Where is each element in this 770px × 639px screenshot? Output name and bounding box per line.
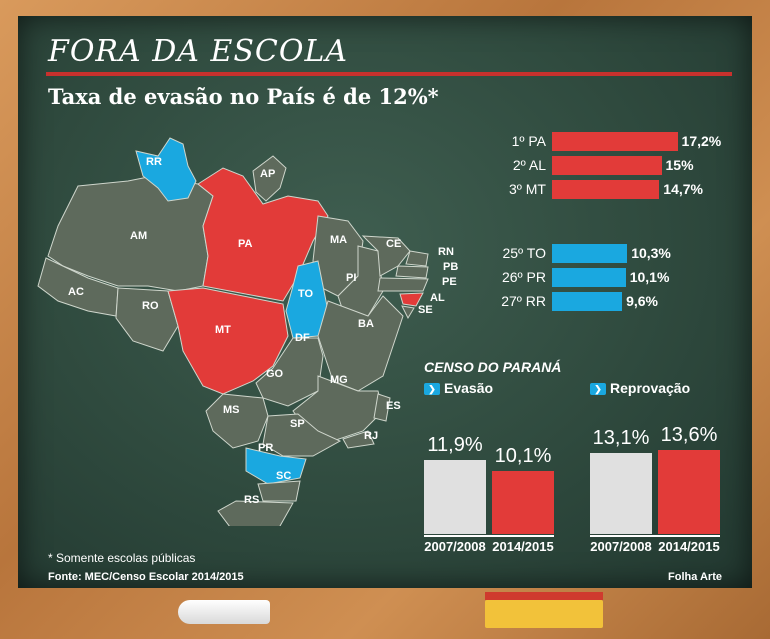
legend-reprovacao-label: Reprovação	[610, 380, 691, 396]
state-rj	[342, 430, 375, 449]
map-label-rs: RS	[244, 494, 260, 506]
state-ro	[115, 287, 179, 352]
rank-label: 25º TO	[502, 245, 546, 261]
rank-value: 14,7%	[663, 181, 703, 197]
rank-value: 9,6%	[626, 293, 658, 309]
map-label-ac: AC	[68, 286, 84, 298]
state-rs	[217, 500, 294, 526]
map-label-ms: MS	[223, 404, 240, 416]
state-se	[401, 305, 415, 320]
censo-year: 2014/2015	[492, 539, 554, 554]
rank-bar	[552, 132, 678, 151]
map-label-pe: PE	[442, 276, 457, 288]
map-label-pi: PI	[346, 272, 357, 284]
rank-bar	[552, 292, 623, 311]
map-label-ap: AP	[260, 168, 276, 180]
footnote: * Somente escolas públicas	[48, 551, 196, 565]
censo-value: 10,1%	[494, 445, 552, 468]
map-label-df: DF	[295, 332, 310, 344]
chalkboard: FORA DA ESCOLA Taxa de evasão no País é …	[18, 16, 752, 588]
rank-bar	[552, 268, 626, 287]
map-label-ma: MA	[330, 234, 348, 246]
rank-label: 27º RR	[501, 293, 546, 309]
map-label-rj: RJ	[364, 430, 379, 442]
rank-value: 17,2%	[681, 133, 722, 149]
map-label-sc: SC	[276, 470, 292, 482]
chalk-stick	[178, 600, 270, 624]
map-label-rr: RR	[146, 156, 162, 168]
censo-bar	[658, 449, 720, 534]
map-label-am: AM	[130, 230, 148, 242]
rank-value: 10,1%	[629, 269, 670, 285]
chevron-right-icon: ❯	[590, 383, 606, 396]
rank-bar	[552, 244, 628, 263]
censo-year: 2007/2008	[590, 539, 652, 554]
map-label-es: ES	[386, 400, 401, 412]
rank-value: 15%	[665, 157, 694, 173]
censo-value: 11,9%	[427, 434, 483, 457]
map-label-pr: PR	[258, 442, 274, 454]
censo-bar	[492, 471, 554, 534]
map-label-to: TO	[298, 288, 314, 300]
map-label-ce: CE	[386, 238, 402, 250]
state-pr	[245, 447, 307, 485]
rank-value: 10,3%	[631, 245, 671, 261]
map-label-mt: MT	[215, 324, 231, 336]
eraser	[485, 592, 603, 628]
state-mt	[167, 287, 289, 395]
state-rr	[135, 137, 197, 202]
map-label-rn: RN	[438, 246, 454, 258]
state-ms	[205, 393, 269, 449]
censo-baseline	[424, 535, 554, 537]
map-label-al: AL	[430, 292, 445, 304]
censo-bar	[424, 460, 486, 534]
source: Fonte: MEC/Censo Escolar 2014/2015	[48, 571, 244, 583]
state-rn	[405, 250, 429, 267]
state-pb	[395, 265, 429, 279]
credit: Folha Arte	[668, 571, 722, 583]
state-es	[373, 393, 391, 422]
title-underline	[46, 72, 732, 76]
rank-label: 1º PA	[511, 133, 546, 149]
rank-bar	[552, 180, 660, 199]
state-pa	[197, 167, 329, 302]
state-ac	[37, 257, 119, 317]
map-label-pa: PA	[238, 238, 253, 250]
map-label-se: SE	[418, 304, 433, 316]
state-sc	[257, 480, 301, 502]
map-label-ba: BA	[358, 318, 374, 330]
brazil-map	[37, 137, 429, 526]
state-sp	[262, 413, 342, 457]
state-ba	[317, 295, 404, 392]
map-label-sp: SP	[290, 418, 305, 430]
censo-bar	[590, 452, 652, 534]
censo-baseline	[590, 535, 720, 537]
legend-evasao: ❯ Evasão	[424, 380, 493, 396]
map-label-ro: RO	[142, 300, 159, 312]
rank-label: 26º PR	[501, 269, 546, 285]
legend-reprovacao: ❯ Reprovação	[590, 380, 690, 396]
map-label-pb: PB	[443, 261, 459, 273]
censo-year: 2014/2015	[658, 539, 720, 554]
rank-bar	[552, 156, 662, 175]
censo-value: 13,6%	[660, 423, 718, 446]
page-subtitle: Taxa de evasão no País é de 12%*	[48, 84, 439, 109]
censo-value: 13,1%	[592, 426, 650, 449]
censo-title: CENSO DO PARANÁ	[424, 359, 562, 375]
eraser-top	[485, 592, 603, 600]
state-pe	[377, 277, 429, 292]
map-label-mg: MG	[330, 374, 348, 386]
state-al	[399, 292, 424, 307]
rank-label: 2º AL	[512, 157, 546, 173]
chevron-right-icon: ❯	[424, 383, 440, 396]
censo-year: 2007/2008	[424, 539, 486, 554]
rank-label: 3º MT	[508, 181, 546, 197]
map-label-go: GO	[266, 368, 284, 380]
state-ap	[252, 155, 287, 202]
state-mg	[292, 375, 384, 442]
eraser-body	[485, 600, 603, 628]
legend-evasao-label: Evasão	[444, 380, 494, 396]
page-title: FORA DA ESCOLA	[48, 34, 349, 69]
